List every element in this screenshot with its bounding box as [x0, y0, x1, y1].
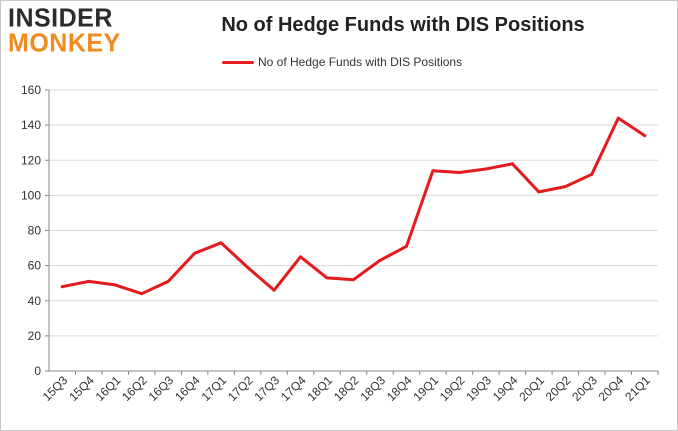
x-tick-label: 17Q2 [225, 373, 256, 404]
y-tick-label: 40 [28, 294, 42, 308]
x-tick-label: 19Q4 [490, 373, 521, 404]
logo-text-insider: INSIDER [8, 3, 113, 33]
x-tick-label: 20Q4 [596, 373, 627, 404]
x-tick-label: 16Q2 [119, 373, 150, 404]
data-point [510, 162, 514, 166]
x-tick-label: 15Q3 [40, 373, 71, 404]
legend-swatch [222, 60, 254, 64]
data-point [246, 265, 250, 269]
chart-title: No of Hedge Funds with DIS Positions [221, 14, 585, 36]
chart-legend: No of Hedge Funds with DIS Positions [222, 54, 462, 70]
x-tick-label: 19Q3 [463, 373, 494, 404]
x-tick-label: 16Q3 [146, 373, 177, 404]
x-tick-label: 17Q4 [278, 373, 309, 404]
y-tick-label: 60 [28, 259, 42, 273]
y-tick-label: 100 [21, 188, 41, 202]
x-tick-label: 18Q4 [384, 373, 415, 404]
data-point [616, 116, 620, 120]
data-point [643, 134, 647, 138]
data-point [113, 283, 117, 287]
x-tick-label: 17Q1 [199, 373, 230, 404]
x-tick-label: 19Q2 [437, 373, 468, 404]
y-tick-label: 140 [21, 118, 41, 132]
legend-label: No of Hedge Funds with DIS Positions [258, 55, 463, 69]
logo-text-monkey: MONKEY [8, 28, 121, 58]
x-tick-label: 20Q1 [516, 373, 547, 404]
x-tick-label: 21Q1 [622, 373, 653, 404]
x-tick-label: 17Q3 [252, 373, 283, 404]
y-tick-label: 160 [21, 83, 41, 97]
y-tick-label: 20 [28, 329, 42, 343]
data-point [140, 292, 144, 296]
data-point [352, 278, 355, 282]
data-point [431, 169, 435, 173]
x-tick-label: 15Q4 [66, 373, 97, 404]
x-tick-label: 20Q3 [569, 373, 600, 404]
x-tick-label: 20Q2 [543, 373, 574, 404]
data-point [563, 185, 567, 189]
series-line [60, 116, 647, 296]
data-point [272, 288, 276, 292]
data-point [325, 276, 329, 280]
y-tick-label: 120 [21, 153, 41, 167]
x-tick-label: 18Q2 [331, 373, 362, 404]
x-tick-label: 19Q1 [410, 373, 441, 404]
data-point [457, 171, 461, 175]
y-tick-label: 0 [34, 364, 41, 378]
data-point [87, 279, 91, 283]
data-point [166, 279, 170, 283]
data-point [378, 258, 382, 262]
x-tick-label: 16Q4 [172, 373, 203, 404]
x-tick-label: 18Q1 [304, 373, 335, 404]
data-point [590, 172, 594, 176]
insider-monkey-logo: INSIDER MONKEY [8, 3, 128, 58]
y-tick-label: 80 [28, 224, 42, 238]
data-point [299, 255, 303, 259]
data-point [193, 251, 197, 255]
x-tick-label: 16Q1 [93, 373, 124, 404]
data-point [60, 285, 64, 289]
data-point [404, 244, 408, 248]
x-tick-label: 18Q3 [357, 373, 388, 404]
data-point [219, 241, 223, 245]
data-point [484, 167, 488, 171]
data-point [537, 190, 541, 194]
